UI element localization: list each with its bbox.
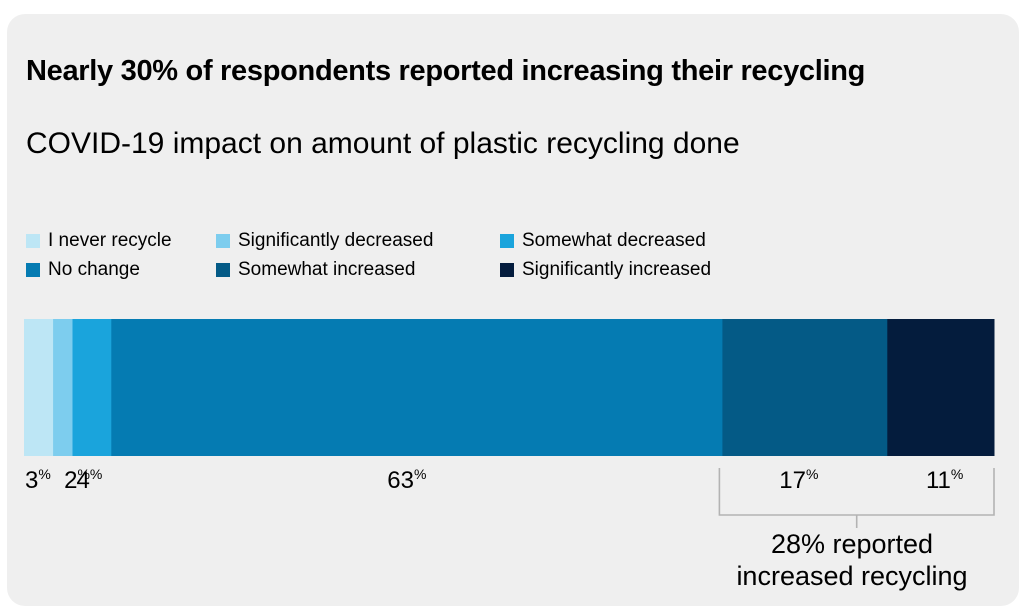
- bar-segment-significantly-increased: [887, 319, 995, 456]
- chart-card: [7, 14, 1019, 606]
- legend-label: I never recycle: [48, 230, 172, 251]
- bar-segment-significantly-decreased: [53, 319, 73, 456]
- legend-item-significantly-decreased: Significantly decreased: [216, 230, 433, 252]
- legend-label: No change: [48, 259, 140, 280]
- legend-label: Significantly decreased: [238, 230, 434, 251]
- annotation-line-2: increased recycling: [736, 561, 968, 591]
- annotation-line-1: 28% reported: [770, 529, 934, 559]
- legend-item-somewhat-decreased: Somewhat decreased: [500, 230, 706, 252]
- increase-bracket: [718, 468, 995, 528]
- legend-swatch: [216, 263, 230, 277]
- legend-item-somewhat-increased: Somewhat increased: [216, 259, 415, 281]
- legend-label: Significantly increased: [522, 259, 712, 280]
- legend-label: Somewhat decreased: [522, 230, 706, 251]
- bar-segment-somewhat-decreased: [72, 319, 112, 456]
- chart-title: Nearly 30% of respondents reported incre…: [26, 55, 866, 87]
- legend-swatch: [216, 234, 230, 248]
- legend-label: Somewhat increased: [238, 259, 416, 280]
- value-label: 4%: [77, 466, 103, 494]
- value-label: 17%: [779, 466, 818, 494]
- value-label: 2%: [64, 466, 90, 494]
- value-label: 11%: [926, 466, 963, 494]
- value-label: 63%: [387, 466, 426, 494]
- legend-swatch: [500, 263, 514, 277]
- bar-segment-i-never-recycle: [24, 319, 54, 456]
- legend-item-never-recycle: I never recycle: [26, 230, 172, 252]
- legend-swatch: [26, 263, 40, 277]
- legend-swatch: [500, 234, 514, 248]
- bar-segment-somewhat-increased: [722, 319, 888, 456]
- legend-swatch: [26, 234, 40, 248]
- increase-annotation: 28% reported increased recycling: [702, 528, 1002, 592]
- chart-subtitle: COVID-19 impact on amount of plastic rec…: [26, 127, 740, 160]
- value-label: 3%: [25, 466, 51, 494]
- bar-segment-no-change: [111, 319, 723, 456]
- legend-item-no-change: No change: [26, 259, 140, 281]
- legend-item-significantly-increased: Significantly increased: [500, 259, 711, 281]
